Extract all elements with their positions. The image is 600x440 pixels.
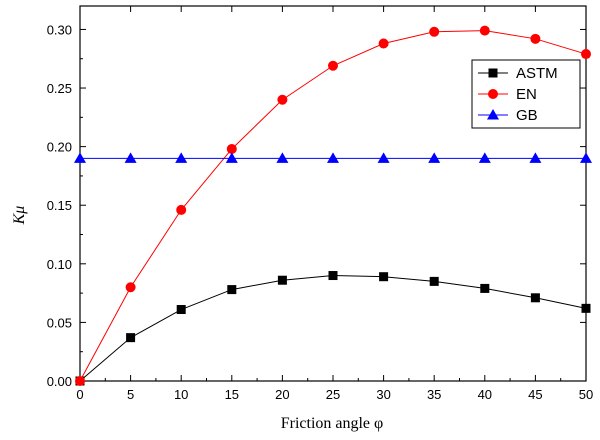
data-point bbox=[176, 204, 187, 215]
series-astm bbox=[75, 271, 591, 386]
y-tick-label: 0.15 bbox=[47, 198, 72, 213]
data-point bbox=[328, 60, 338, 71]
series-line-astm bbox=[79, 275, 587, 382]
x-tick-label: 25 bbox=[326, 387, 340, 402]
x-tick-label: 30 bbox=[376, 387, 390, 402]
series-group bbox=[74, 25, 592, 386]
data-point bbox=[328, 271, 338, 281]
series-en bbox=[75, 25, 591, 386]
y-tick-label: 0.05 bbox=[47, 315, 72, 330]
data-point bbox=[276, 152, 289, 163]
legend-label: EN bbox=[516, 86, 537, 103]
x-tick-label: 35 bbox=[427, 387, 441, 402]
data-point bbox=[480, 283, 490, 293]
data-point bbox=[175, 152, 188, 163]
y-tick-label: 0.30 bbox=[47, 22, 72, 37]
data-point bbox=[226, 143, 237, 154]
data-point bbox=[378, 38, 389, 49]
data-point bbox=[125, 282, 136, 293]
x-tick-label: 10 bbox=[174, 387, 188, 402]
y-tick-label: 0.25 bbox=[47, 81, 72, 96]
data-point bbox=[277, 94, 288, 105]
legend-item-gb: GB bbox=[478, 107, 538, 124]
legend-label: GB bbox=[516, 107, 538, 124]
data-point bbox=[277, 275, 287, 285]
data-point bbox=[126, 333, 136, 343]
data-point bbox=[225, 152, 238, 163]
legend-marker bbox=[488, 89, 498, 99]
data-point bbox=[377, 152, 390, 163]
data-point bbox=[529, 152, 542, 163]
legend: ASTM EN GB bbox=[471, 59, 581, 129]
y-tick-label: 0.20 bbox=[47, 140, 72, 155]
data-point bbox=[379, 272, 389, 282]
x-tick-label: 45 bbox=[528, 387, 542, 402]
data-point bbox=[428, 152, 441, 163]
x-tick-label: 20 bbox=[275, 387, 289, 402]
data-point bbox=[581, 49, 591, 60]
x-tick-label: 5 bbox=[127, 387, 134, 402]
x-tick-label: 15 bbox=[225, 387, 239, 402]
legend-item-astm: ASTM bbox=[478, 65, 558, 82]
data-point bbox=[327, 152, 339, 163]
data-point bbox=[227, 285, 237, 295]
x-tick-label: 40 bbox=[478, 387, 492, 402]
x-axis-title: Friction angle φ bbox=[281, 415, 384, 432]
x-tick-label: 0 bbox=[76, 387, 83, 402]
data-point bbox=[479, 25, 490, 36]
data-point bbox=[530, 293, 540, 303]
y-axis-title: Kμ bbox=[11, 206, 28, 226]
data-point bbox=[581, 303, 591, 313]
data-point bbox=[124, 152, 137, 163]
legend-item-en: EN bbox=[478, 86, 537, 103]
data-point bbox=[530, 33, 541, 44]
data-point bbox=[429, 276, 439, 286]
legend-marker bbox=[487, 109, 499, 120]
data-point bbox=[74, 152, 86, 163]
legend-marker bbox=[488, 68, 498, 78]
y-tick-label: 0.10 bbox=[47, 257, 72, 272]
series-gb bbox=[74, 152, 592, 163]
data-point bbox=[478, 152, 491, 163]
data-point bbox=[176, 305, 186, 315]
x-tick-label: 50 bbox=[579, 387, 593, 402]
y-tick-label: 0.00 bbox=[47, 374, 72, 389]
ticks-group: 0 5 10 15 20 25 30 35 40 45 50 0.00 0.05 0.10 0.15 0.20… bbox=[47, 6, 593, 402]
legend-label: ASTM bbox=[516, 65, 558, 82]
data-point bbox=[75, 376, 85, 386]
data-point bbox=[429, 26, 440, 37]
data-point bbox=[580, 152, 592, 163]
